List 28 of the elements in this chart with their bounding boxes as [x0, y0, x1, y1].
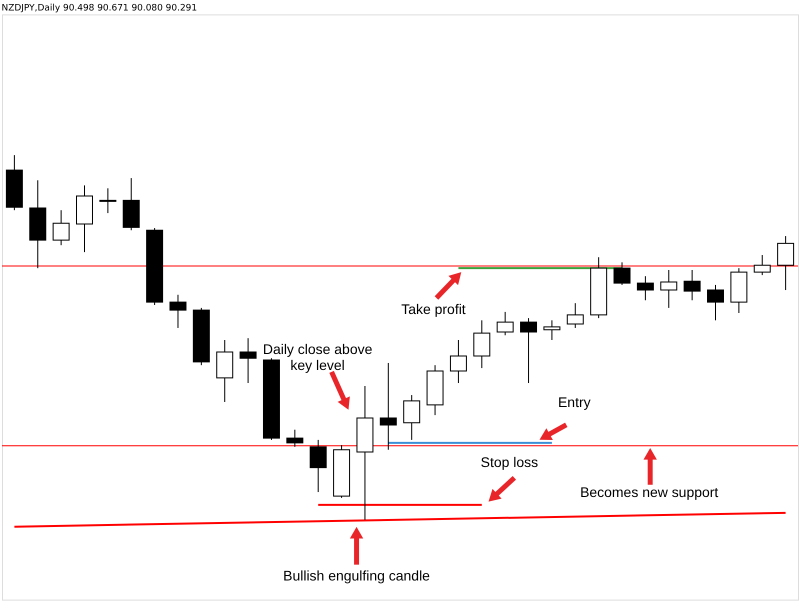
- candlestick: [684, 269, 701, 301]
- candlestick: [286, 429, 304, 448]
- annotation: Stop loss: [480, 454, 538, 470]
- candlestick: [310, 439, 327, 493]
- candlestick: [614, 262, 631, 286]
- candlestick: [169, 294, 186, 328]
- candlestick: [777, 236, 794, 291]
- chart-title: NZDJPY,Daily 90.498 90.671 90.080 90.291: [2, 3, 198, 14]
- candlestick: [99, 188, 116, 214]
- annotation: Entry: [558, 394, 591, 410]
- annotation: Take profit: [401, 300, 466, 317]
- candlestick: [240, 338, 257, 384]
- candlestick: [566, 302, 584, 328]
- candlestick: [496, 311, 514, 336]
- candlestick: [520, 318, 538, 384]
- candlestick: [52, 210, 70, 246]
- candlestick: [754, 254, 771, 276]
- candlestick: [403, 394, 420, 440]
- candlestick: [660, 269, 678, 308]
- candlestick: [450, 339, 467, 384]
- candlestick: [636, 276, 654, 301]
- annotation: Becomes new support: [580, 484, 718, 500]
- annotation: Daily close above key level: [262, 340, 373, 373]
- candlestick: [543, 320, 560, 340]
- text: Bullish engulfing candle: [283, 568, 430, 584]
- candlestick: [473, 320, 490, 369]
- candlestick: [380, 362, 397, 450]
- candlestick: [707, 284, 724, 321]
